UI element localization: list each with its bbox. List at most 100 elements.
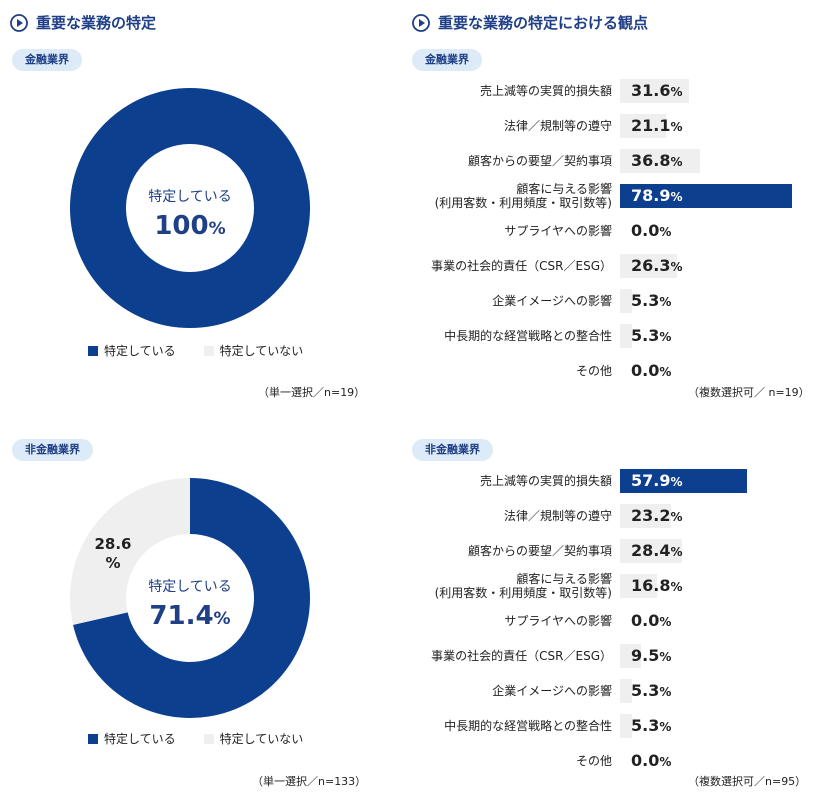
- donut-chart-nonfinancial: 特定している 71.4% 28.6 %: [70, 478, 310, 718]
- bar-value-label: 5.3%: [631, 291, 672, 310]
- legend-item-not-identified: 特定していない: [203, 730, 304, 747]
- bar-value-label: 0.0%: [631, 751, 672, 770]
- bar-mark: [620, 714, 632, 738]
- bar-mark: [620, 679, 632, 703]
- legend-label: 特定していない: [219, 344, 304, 358]
- bar-mark: [620, 149, 701, 173]
- bar-value-label: 23.2%: [631, 506, 683, 525]
- legend-swatch: [88, 733, 98, 744]
- bar-value-label: 78.9%: [631, 186, 683, 205]
- section-title-right-text: 重要な業務の特定における観点: [438, 14, 649, 32]
- bar-mark: [620, 289, 632, 313]
- bar-mark: [620, 644, 641, 668]
- bar-category-label: 企業イメージへの影響: [492, 294, 612, 308]
- sample-note-financial-bars: （複数選択可／ n=19）: [688, 386, 810, 399]
- bar-category-label: 法律／規制等の遵守: [503, 509, 612, 523]
- legend-financial: 特定している 特定していない: [88, 342, 303, 359]
- bar-category-label: サプライヤへの影響: [504, 614, 612, 628]
- bar-value-label: 16.8%: [631, 576, 683, 595]
- industry-pill-financial: 金融業界: [412, 49, 482, 71]
- bar-mark: [620, 79, 690, 103]
- bar-row: 顧客からの要望／契約事項 28.4%: [400, 537, 820, 565]
- bar-value-label: 0.0%: [631, 221, 672, 240]
- donut-center-label: 特定している: [148, 579, 232, 595]
- donut-slice-identified: [70, 88, 310, 328]
- bar-category-label: その他: [575, 364, 612, 378]
- bar-row: 事業の社会的責任（CSR／ESG） 9.5%: [400, 642, 820, 670]
- industry-pill-nonfinancial: 非金融業界: [412, 439, 493, 461]
- bar-row: 顧客に与える影響 (利用客数・利用頻度・取引数等) 16.8%: [400, 572, 820, 600]
- bar-row: 企業イメージへの影響 5.3%: [400, 287, 820, 315]
- bar-value-label: 5.3%: [631, 716, 672, 735]
- bar-row: その他 0.0%: [400, 747, 820, 775]
- bar-value-label: 57.9%: [631, 471, 683, 490]
- bar-category-label: 事業の社会的責任（CSR／ESG）: [431, 259, 612, 273]
- bar-category-label: 売上減等の実質的損失額: [479, 474, 612, 488]
- industry-pill-nonfinancial: 非金融業界: [12, 439, 93, 461]
- bar-row: 売上減等の実質的損失額 31.6%: [400, 77, 820, 105]
- sample-note-nonfinancial-bars: （複数選択可／n=95）: [688, 775, 807, 788]
- sample-note-financial: （単一選択／n=19）: [258, 386, 366, 399]
- bar-mark: [620, 469, 747, 493]
- industry-pill-financial: 金融業界: [12, 49, 82, 71]
- bar-mark: [620, 504, 671, 528]
- legend-label: 特定している: [104, 732, 176, 746]
- bar-value-label: 9.5%: [631, 646, 672, 665]
- section-title-left: 重要な業務の特定: [10, 12, 156, 33]
- bar-value-label: 5.3%: [631, 326, 672, 345]
- bar-value-label: 28.4%: [631, 541, 683, 560]
- bar-mark: [620, 574, 657, 598]
- legend-item-not-identified: 特定していない: [203, 342, 304, 359]
- bar-category-label: 中長期的な経営戦略との整合性: [444, 329, 612, 343]
- bar-row: 企業イメージへの影響 5.3%: [400, 677, 820, 705]
- play-circle-icon: [10, 13, 28, 32]
- bar-mark: [620, 539, 683, 563]
- donut-center-label: 特定している: [148, 189, 232, 205]
- bar-category-label: サプライヤへの影響: [504, 224, 612, 238]
- bar-mark: [620, 184, 793, 208]
- bar-category-label: 顧客に与える影響 (利用客数・利用頻度・取引数等): [434, 572, 612, 600]
- legend-item-identified: 特定している: [88, 342, 176, 359]
- slice-label-not-identified-unit: %: [105, 554, 120, 572]
- bar-value-label: 36.8%: [631, 151, 683, 170]
- legend-swatch: [203, 733, 214, 744]
- bar-value-label: 5.3%: [631, 681, 672, 700]
- bar-category-label: 顧客からの要望／契約事項: [467, 154, 612, 168]
- sample-note-nonfinancial: （単一選択／n=133）: [252, 775, 367, 788]
- bar-row: その他 0.0%: [400, 357, 820, 385]
- bar-value-label: 31.6%: [631, 81, 683, 100]
- bar-category-label: 顧客からの要望／契約事項: [467, 544, 612, 558]
- legend-label: 特定している: [104, 344, 176, 358]
- donut-center-value: 71.4%: [149, 601, 230, 631]
- legend-nonfinancial: 特定している 特定していない: [88, 730, 303, 747]
- section-title-left-text: 重要な業務の特定: [36, 14, 157, 32]
- section-title-right: 重要な業務の特定における観点: [412, 12, 648, 33]
- bar-category-label: 顧客に与える影響 (利用客数・利用頻度・取引数等): [434, 182, 612, 210]
- bar-value-label: 21.1%: [631, 116, 683, 135]
- bar-row: 法律／規制等の遵守 23.2%: [400, 502, 820, 530]
- bar-category-label: 売上減等の実質的損失額: [479, 84, 612, 98]
- slice-label-not-identified: 28.6: [94, 535, 131, 553]
- bar-row: 事業の社会的責任（CSR／ESG） 26.3%: [400, 252, 820, 280]
- bar-mark: [620, 324, 632, 348]
- bar-row: 売上減等の実質的損失額 57.9%: [400, 467, 820, 495]
- legend-swatch: [203, 345, 214, 356]
- play-circle-icon: [412, 13, 430, 32]
- bar-category-label: その他: [575, 754, 612, 768]
- bar-chart-nonfinancial: 売上減等の実質的損失額 57.9% 法律／規制等の遵守 23.2% 顧客からの要望／契約…: [400, 467, 820, 777]
- donut-slice-not-identified: [70, 478, 190, 625]
- bar-category-label: 法律／規制等の遵守: [503, 119, 612, 133]
- bar-category-label: 事業の社会的責任（CSR／ESG）: [431, 649, 612, 663]
- donut-slice-identified: [73, 478, 310, 718]
- bar-row: 顧客に与える影響 (利用客数・利用頻度・取引数等) 78.9%: [400, 182, 820, 210]
- bar-row: 法律／規制等の遵守 21.1%: [400, 112, 820, 140]
- bar-category-label: 中長期的な経営戦略との整合性: [444, 719, 612, 733]
- bar-mark: [620, 254, 678, 278]
- bar-row: サプライヤへの影響 0.0%: [400, 607, 820, 635]
- bar-category-label: 企業イメージへの影響: [492, 684, 612, 698]
- bar-chart-financial: 売上減等の実質的損失額 31.6% 法律／規制等の遵守 21.1% 顧客からの要望／契約…: [400, 77, 820, 387]
- donut-center-value: 100%: [154, 211, 225, 241]
- bar-value-label: 26.3%: [631, 256, 683, 275]
- legend-label: 特定していない: [219, 732, 304, 746]
- donut-chart-financial: 特定している 100%: [70, 88, 310, 328]
